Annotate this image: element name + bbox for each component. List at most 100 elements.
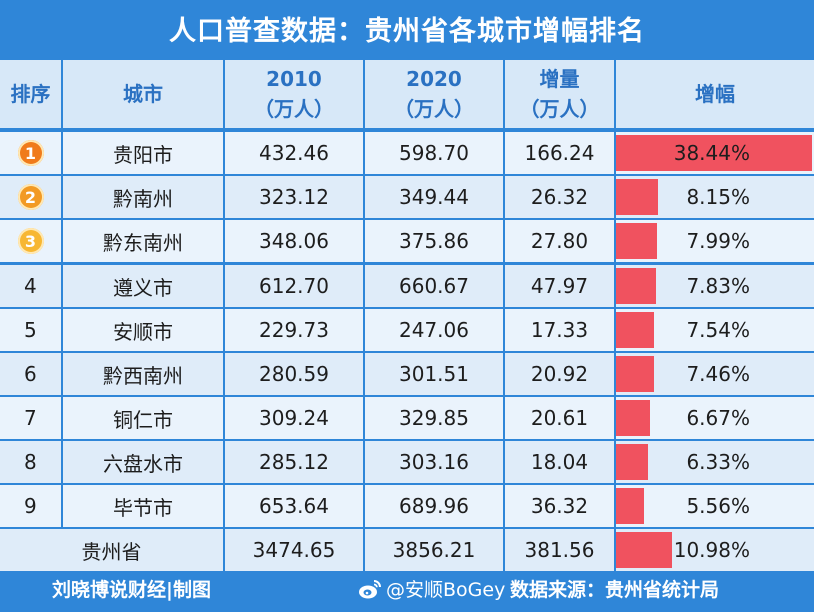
rank-number: 8 <box>24 450 37 474</box>
footer-source: 数据来源：贵州省统计局 <box>510 579 720 601</box>
growth-bar <box>616 268 656 304</box>
city-name: 黔西南州 <box>63 353 225 395</box>
rank-number: 9 <box>24 494 37 518</box>
header-growth: 增幅 <box>616 60 814 128</box>
pop-increase: 26.32 <box>505 176 616 218</box>
header-2020-year: 2020 <box>406 67 462 91</box>
city-name: 安顺市 <box>63 309 225 351</box>
pop-2020: 301.51 <box>365 353 505 395</box>
pop-2010: 285.12 <box>225 441 365 483</box>
growth-cell: 7.99% <box>616 220 814 262</box>
growth-cell: 8.15% <box>616 176 814 218</box>
growth-bar <box>616 444 649 480</box>
pop-increase: 17.33 <box>505 309 616 351</box>
pop-2010: 3474.65 <box>225 529 365 571</box>
growth-value: 7.99% <box>686 229 750 253</box>
growth-bar <box>616 179 658 215</box>
pop-2020: 349.44 <box>365 176 505 218</box>
rank-cell: 5 <box>0 309 63 351</box>
city-name: 黔东南州 <box>63 220 225 262</box>
city-name: 六盘水市 <box>63 441 225 483</box>
rank-number: 7 <box>24 406 37 430</box>
footer: 刘晓博说财经|制图 @安顺BoGey 数据来源：贵州省统计局 <box>0 564 814 612</box>
total-label: 贵州省 <box>0 529 225 571</box>
rank-cell: 6 <box>0 353 63 395</box>
header-rank: 排序 <box>0 60 63 128</box>
rank-cell: 3 <box>0 220 63 262</box>
page-title: 人口普查数据：贵州省各城市增幅排名 <box>169 15 645 47</box>
pop-2020: 247.06 <box>365 309 505 351</box>
pop-increase: 20.92 <box>505 353 616 395</box>
growth-value: 6.67% <box>686 406 750 430</box>
pop-2010: 612.70 <box>225 265 365 307</box>
header-increase: 增量 （万人） <box>505 60 616 128</box>
header-2010-year: 2010 <box>266 67 322 91</box>
header-2010-unit: （万人） <box>254 97 334 121</box>
growth-value: 7.83% <box>686 274 750 298</box>
medal-icon: 2 <box>17 184 44 210</box>
pop-increase: 27.80 <box>505 220 616 262</box>
pop-2020: 329.85 <box>365 397 505 439</box>
city-name: 贵阳市 <box>63 132 225 174</box>
header-city-label: 城市 <box>123 82 163 106</box>
growth-cell: 6.67% <box>616 397 814 439</box>
growth-bar <box>616 400 650 436</box>
growth-cell: 38.44% <box>616 132 814 174</box>
header-increase-label: 增量 <box>539 67 580 91</box>
table-row: 8 六盘水市 285.12 303.16 18.04 6.33% <box>0 441 814 483</box>
city-name: 黔南州 <box>63 176 225 218</box>
city-name: 毕节市 <box>63 485 225 527</box>
growth-bar <box>616 312 655 348</box>
medal-icon: 3 <box>17 228 44 254</box>
table-row: 3 黔东南州 348.06 375.86 27.80 7.99% <box>0 220 814 262</box>
rank-number: 6 <box>24 362 37 386</box>
growth-bar <box>616 532 672 568</box>
growth-cell: 5.56% <box>616 485 814 527</box>
growth-value: 6.33% <box>686 450 750 474</box>
weibo-icon <box>359 579 381 598</box>
pop-increase: 36.32 <box>505 485 616 527</box>
city-name: 铜仁市 <box>63 397 225 439</box>
pop-increase: 166.24 <box>505 132 616 174</box>
growth-bar <box>616 488 645 524</box>
rank-cell: 9 <box>0 485 63 527</box>
pop-increase: 18.04 <box>505 441 616 483</box>
pop-2020: 598.70 <box>365 132 505 174</box>
rank-number: 5 <box>24 318 37 342</box>
footer-weibo: @安顺BoGey <box>358 575 505 602</box>
table-row: 9 毕节市 653.64 689.96 36.32 5.56% <box>0 485 814 527</box>
pop-2020: 3856.21 <box>365 529 505 571</box>
growth-bar <box>616 356 655 392</box>
growth-bar <box>616 223 657 259</box>
rank-number: 4 <box>24 274 37 298</box>
pop-2020: 303.16 <box>365 441 505 483</box>
pop-increase: 381.56 <box>505 529 616 571</box>
pop-2010: 323.12 <box>225 176 365 218</box>
rank-cell: 7 <box>0 397 63 439</box>
table-row: 5 安顺市 229.73 247.06 17.33 7.54% <box>0 309 814 351</box>
table-total-row: 贵州省 3474.65 3856.21 381.56 10.98% <box>0 529 814 571</box>
table-row: 4 遵义市 612.70 660.67 47.97 7.83% <box>0 265 814 307</box>
table-row: 2 黔南州 323.12 349.44 26.32 8.15% <box>0 176 814 218</box>
rank-cell: 2 <box>0 176 63 218</box>
pop-2020: 689.96 <box>365 485 505 527</box>
table-row: 6 黔西南州 280.59 301.51 20.92 7.46% <box>0 353 814 395</box>
growth-cell: 7.46% <box>616 353 814 395</box>
header-increase-unit: （万人） <box>519 97 600 121</box>
growth-bar <box>616 135 812 171</box>
rank-cell: 8 <box>0 441 63 483</box>
header-2010: 2010 （万人） <box>225 60 365 128</box>
medal-icon: 1 <box>17 140 44 166</box>
header-2020: 2020 （万人） <box>365 60 505 128</box>
pop-2010: 432.46 <box>225 132 365 174</box>
pop-2010: 280.59 <box>225 353 365 395</box>
growth-cell: 6.33% <box>616 441 814 483</box>
rank-cell: 1 <box>0 132 63 174</box>
pop-2010: 653.64 <box>225 485 365 527</box>
growth-cell: 10.98% <box>616 529 814 571</box>
pop-2020: 660.67 <box>365 265 505 307</box>
growth-value: 7.54% <box>686 318 750 342</box>
footer-credit: 刘晓博说财经|制图 <box>52 579 211 601</box>
pop-2010: 348.06 <box>225 220 365 262</box>
